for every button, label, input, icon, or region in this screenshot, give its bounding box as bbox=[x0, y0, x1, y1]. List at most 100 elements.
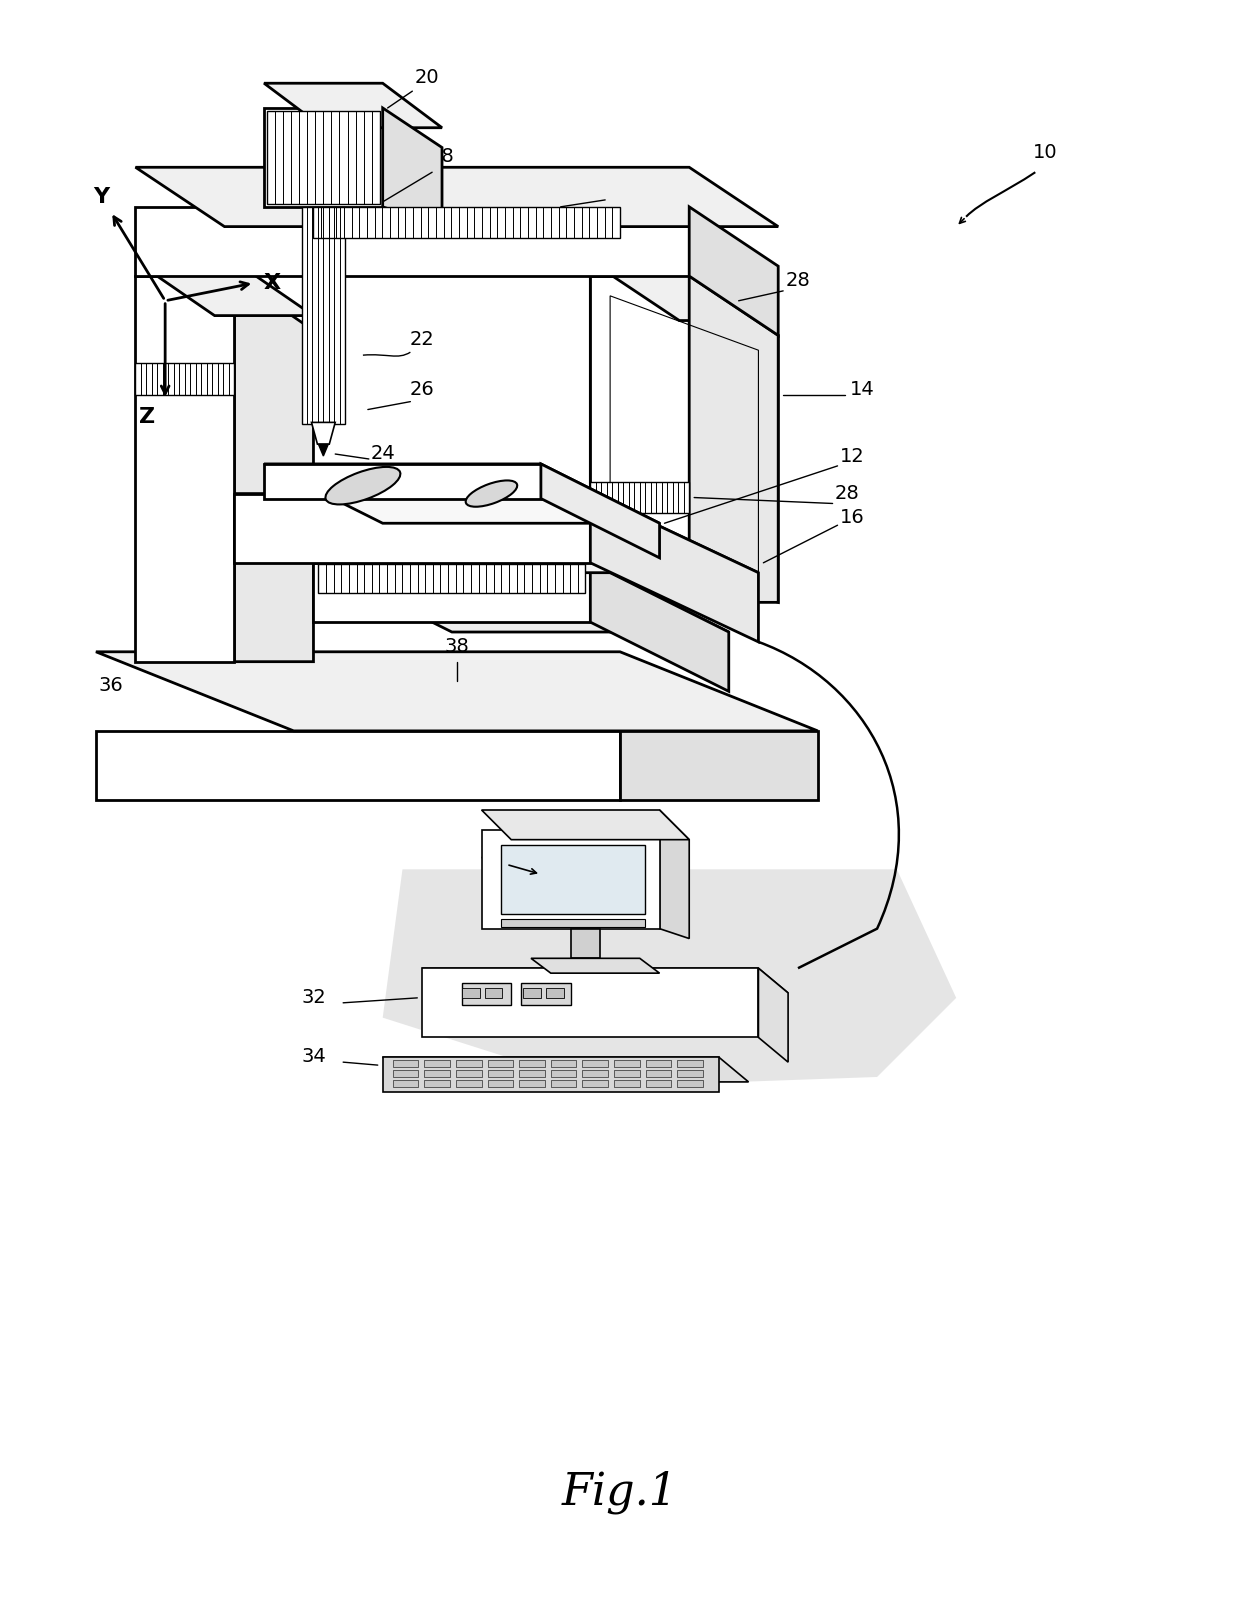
Polygon shape bbox=[234, 275, 314, 661]
Polygon shape bbox=[620, 731, 817, 800]
Bar bbox=[546, 988, 564, 998]
Ellipse shape bbox=[466, 481, 517, 507]
Bar bbox=[551, 1081, 577, 1087]
Text: 10: 10 bbox=[1033, 143, 1058, 162]
Polygon shape bbox=[590, 494, 759, 642]
Text: 30: 30 bbox=[479, 844, 503, 863]
Text: 14: 14 bbox=[849, 379, 874, 399]
Bar bbox=[319, 564, 585, 593]
Text: X: X bbox=[263, 272, 280, 293]
Bar bbox=[456, 1081, 481, 1087]
Bar bbox=[501, 919, 645, 927]
Bar bbox=[520, 1059, 544, 1068]
Polygon shape bbox=[423, 969, 759, 1037]
Bar bbox=[393, 1071, 418, 1077]
Text: Fig.1: Fig.1 bbox=[562, 1471, 678, 1515]
Bar bbox=[487, 1071, 513, 1077]
Text: 38: 38 bbox=[444, 637, 469, 656]
Polygon shape bbox=[383, 1058, 749, 1082]
Text: 22: 22 bbox=[410, 330, 434, 350]
Polygon shape bbox=[689, 275, 779, 603]
Text: 28: 28 bbox=[786, 271, 811, 290]
Bar bbox=[614, 1071, 640, 1077]
Polygon shape bbox=[264, 463, 541, 499]
Bar bbox=[523, 988, 541, 998]
Polygon shape bbox=[689, 207, 779, 335]
Bar bbox=[487, 1081, 513, 1087]
Bar bbox=[677, 1059, 703, 1068]
Bar bbox=[677, 1071, 703, 1077]
Bar bbox=[521, 983, 570, 1004]
Bar bbox=[614, 1059, 640, 1068]
Bar bbox=[461, 988, 480, 998]
Polygon shape bbox=[234, 494, 590, 562]
Polygon shape bbox=[383, 870, 956, 1087]
Polygon shape bbox=[135, 275, 234, 661]
Polygon shape bbox=[319, 444, 329, 455]
Text: Y: Y bbox=[93, 186, 109, 207]
Bar bbox=[501, 844, 645, 914]
Text: 28: 28 bbox=[835, 483, 859, 502]
Polygon shape bbox=[264, 109, 383, 207]
Polygon shape bbox=[234, 494, 759, 573]
Bar bbox=[485, 988, 502, 998]
Polygon shape bbox=[264, 83, 441, 128]
Ellipse shape bbox=[325, 467, 401, 504]
Polygon shape bbox=[531, 820, 680, 860]
Polygon shape bbox=[95, 731, 620, 800]
Text: 20: 20 bbox=[415, 68, 439, 87]
Bar bbox=[551, 1071, 577, 1077]
Polygon shape bbox=[423, 969, 789, 993]
Text: 34: 34 bbox=[301, 1047, 326, 1066]
Bar bbox=[520, 1081, 544, 1087]
Polygon shape bbox=[311, 423, 335, 444]
Polygon shape bbox=[314, 562, 729, 632]
Text: 28: 28 bbox=[138, 326, 162, 345]
Bar bbox=[314, 207, 620, 238]
Polygon shape bbox=[650, 820, 680, 889]
Bar bbox=[646, 1059, 671, 1068]
Bar bbox=[456, 1059, 481, 1068]
Bar bbox=[456, 1071, 481, 1077]
Polygon shape bbox=[383, 109, 441, 227]
Polygon shape bbox=[135, 167, 779, 227]
Bar bbox=[520, 1071, 544, 1077]
Text: 28: 28 bbox=[608, 177, 632, 196]
Bar bbox=[646, 1081, 671, 1087]
Bar bbox=[267, 110, 379, 204]
Polygon shape bbox=[383, 1058, 719, 1092]
Polygon shape bbox=[264, 463, 660, 523]
Bar bbox=[583, 1071, 608, 1077]
Polygon shape bbox=[481, 829, 660, 928]
Polygon shape bbox=[541, 463, 660, 557]
Polygon shape bbox=[660, 810, 689, 938]
Bar bbox=[614, 1081, 640, 1087]
Text: 36: 36 bbox=[98, 676, 123, 695]
Polygon shape bbox=[759, 969, 789, 1063]
Polygon shape bbox=[314, 562, 590, 622]
Bar bbox=[301, 207, 345, 424]
Text: 26: 26 bbox=[410, 379, 434, 399]
Bar bbox=[393, 1081, 418, 1087]
Bar bbox=[583, 1059, 608, 1068]
Polygon shape bbox=[135, 207, 689, 275]
Bar bbox=[487, 1059, 513, 1068]
Bar bbox=[583, 1081, 608, 1087]
Bar bbox=[135, 363, 234, 395]
Text: 24: 24 bbox=[371, 444, 396, 463]
Bar bbox=[461, 983, 511, 1004]
Polygon shape bbox=[135, 261, 314, 316]
Polygon shape bbox=[531, 959, 660, 974]
Bar bbox=[424, 1081, 450, 1087]
Bar bbox=[646, 1071, 671, 1077]
Text: 32: 32 bbox=[301, 988, 326, 1006]
Text: Z: Z bbox=[139, 408, 155, 428]
Bar bbox=[424, 1071, 450, 1077]
Polygon shape bbox=[570, 928, 600, 959]
Bar bbox=[551, 1059, 577, 1068]
Text: 12: 12 bbox=[839, 447, 864, 467]
Polygon shape bbox=[590, 275, 689, 543]
Polygon shape bbox=[590, 562, 729, 692]
Polygon shape bbox=[481, 810, 689, 839]
Polygon shape bbox=[590, 275, 779, 603]
